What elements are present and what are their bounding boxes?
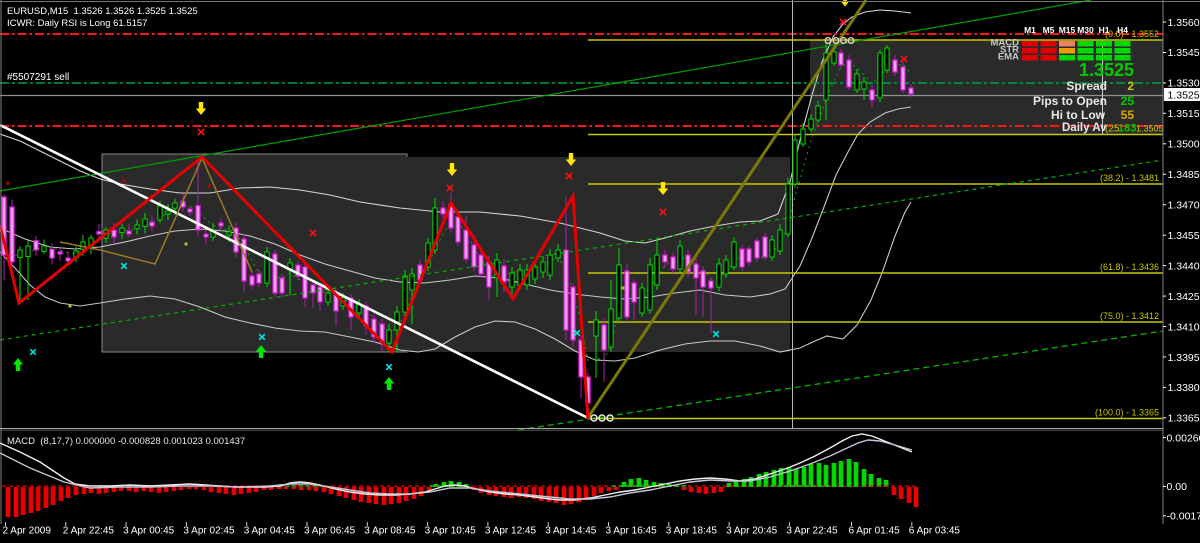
svg-text:M5: M5 — [1043, 25, 1055, 35]
svg-text:2: 2 — [1127, 79, 1134, 93]
svg-text:(38.2) - 1.3481: (38.2) - 1.3481 — [1100, 173, 1159, 183]
svg-text:ICWR: Daily RSI is Long 61.515: ICWR: Daily RSI is Long 61.5157 — [7, 18, 147, 29]
svg-text:Daily Av: Daily Av — [1062, 122, 1107, 134]
svg-text:Pips to Open: Pips to Open — [1033, 94, 1107, 108]
svg-text:1.3525: 1.3525 — [1168, 89, 1200, 101]
svg-text:3 Apr 14:45: 3 Apr 14:45 — [545, 526, 597, 537]
svg-text:3 Apr 08:45: 3 Apr 08:45 — [364, 526, 416, 537]
svg-text:3 Apr 10:45: 3 Apr 10:45 — [425, 526, 477, 537]
svg-text:6 Apr 03:45: 6 Apr 03:45 — [909, 526, 961, 537]
svg-text:1.3505: 1.3505 — [1136, 124, 1164, 134]
svg-text:3 Apr 02:45: 3 Apr 02:45 — [183, 526, 235, 537]
svg-text:3 Apr 04:45: 3 Apr 04:45 — [244, 526, 296, 537]
svg-text:2 Apr 22:45: 2 Apr 22:45 — [63, 526, 115, 537]
svg-text:#5507291 sell: #5507291 sell — [7, 72, 69, 83]
svg-text:3 Apr 00:45: 3 Apr 00:45 — [123, 526, 175, 537]
svg-text:3 Apr 12:45: 3 Apr 12:45 — [485, 526, 537, 537]
svg-text:3 Apr 20:45: 3 Apr 20:45 — [726, 526, 778, 537]
svg-text:1.3395: 1.3395 — [1168, 352, 1200, 364]
svg-text:1.3545: 1.3545 — [1168, 47, 1200, 59]
svg-text:6 Apr 01:45: 6 Apr 01:45 — [849, 526, 901, 537]
svg-text:EURUSD,M15 1.3526 1.3526 1.35: EURUSD,M15 1.3526 1.3526 1.3525 1.3525 — [7, 6, 198, 17]
svg-text:1.3485: 1.3485 — [1168, 169, 1200, 181]
svg-text:EMA: EMA — [998, 52, 1019, 63]
svg-text:M1: M1 — [1024, 25, 1036, 35]
svg-text:1.3380: 1.3380 — [1168, 382, 1200, 394]
svg-text:1.3410: 1.3410 — [1168, 321, 1200, 333]
svg-text:MACD (8,17,7) 0.000000 -0.000: MACD (8,17,7) 0.000000 -0.000828 0.00102… — [7, 436, 245, 447]
svg-text:25: 25 — [1121, 94, 1135, 108]
svg-text:(61.8) - 1.3436: (61.8) - 1.3436 — [1100, 262, 1159, 272]
svg-text:Hi to Low: Hi to Low — [1051, 108, 1106, 122]
svg-text:1.3425: 1.3425 — [1168, 291, 1200, 303]
svg-text:1.3525: 1.3525 — [1079, 60, 1134, 80]
svg-text:(75.0) - 1.3412: (75.0) - 1.3412 — [1100, 311, 1159, 321]
svg-text:55: 55 — [1121, 108, 1135, 122]
svg-text:1.3440: 1.3440 — [1168, 260, 1200, 272]
svg-text:H1: H1 — [1099, 25, 1110, 35]
svg-text:1.3560: 1.3560 — [1168, 17, 1200, 29]
svg-text:H4: H4 — [1117, 25, 1128, 35]
svg-text:3 Apr 16:45: 3 Apr 16:45 — [606, 526, 658, 537]
svg-text:3 Apr 06:45: 3 Apr 06:45 — [304, 526, 356, 537]
svg-text:(100.0) - 1.3365: (100.0) - 1.3365 — [1095, 408, 1159, 418]
svg-text:-0.00171: -0.00171 — [1167, 511, 1200, 523]
svg-text:1.3500: 1.3500 — [1168, 139, 1200, 151]
svg-text:1.3470: 1.3470 — [1168, 200, 1200, 212]
svg-text:1.3455: 1.3455 — [1168, 230, 1200, 242]
svg-text:(0.0) - 1.3552: (0.0) - 1.3552 — [1105, 29, 1159, 39]
svg-text:Spread: Spread — [1066, 79, 1107, 93]
svg-text:3 Apr 18:45: 3 Apr 18:45 — [666, 526, 718, 537]
svg-text:3 Apr 22:45: 3 Apr 22:45 — [786, 526, 838, 537]
svg-text:M30: M30 — [1077, 25, 1094, 35]
svg-text:M15: M15 — [1059, 25, 1076, 35]
svg-text:1.3530: 1.3530 — [1168, 78, 1200, 90]
svg-text:2 Apr 2009: 2 Apr 2009 — [3, 526, 52, 537]
svg-text:183: 183 — [1118, 123, 1136, 135]
svg-text:1.3515: 1.3515 — [1168, 108, 1200, 120]
svg-text:0.00: 0.00 — [1167, 481, 1188, 493]
svg-text:1.3365: 1.3365 — [1168, 413, 1200, 425]
svg-text:0.002609: 0.002609 — [1167, 432, 1200, 444]
